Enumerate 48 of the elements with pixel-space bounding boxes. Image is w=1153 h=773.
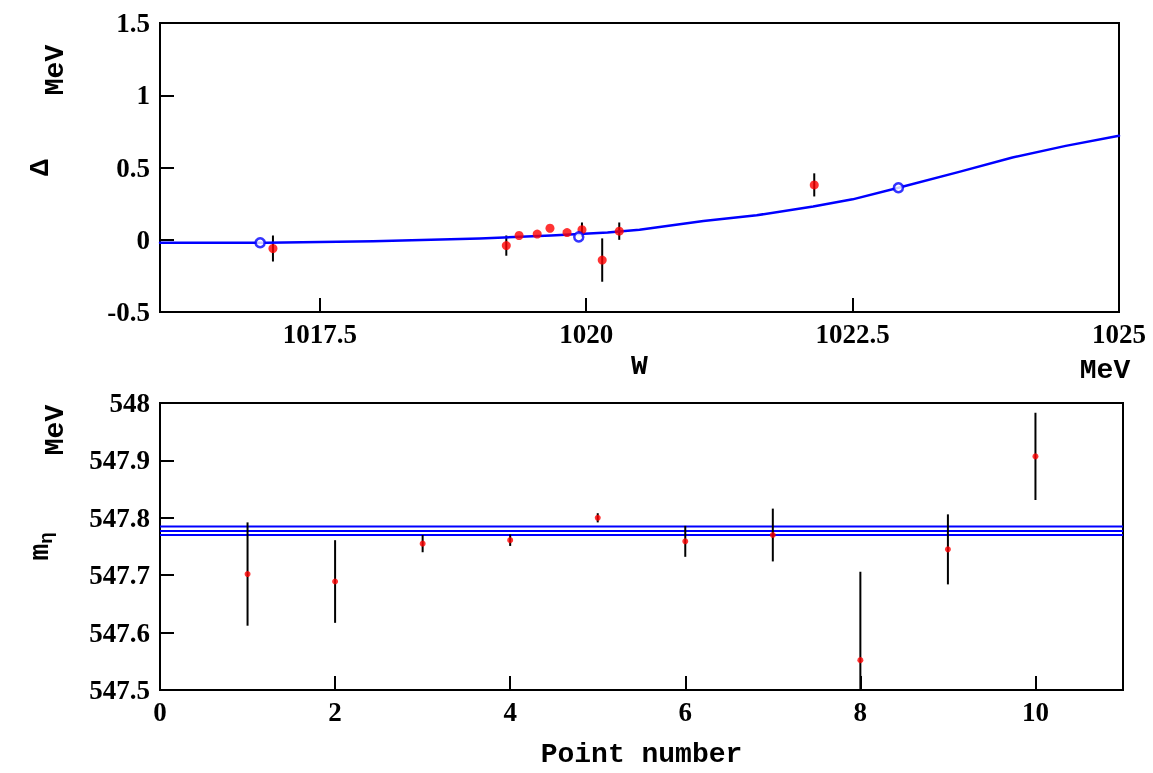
x-tick-label: 10 xyxy=(1021,696,1049,727)
point xyxy=(614,226,624,236)
text: MeV xyxy=(1079,354,1131,386)
y-axis-title: Δ xyxy=(24,158,56,176)
y-tick-label: 548 xyxy=(109,388,150,418)
point xyxy=(507,537,514,544)
point xyxy=(532,229,542,239)
point xyxy=(597,255,607,265)
y-tick-label: 547.8 xyxy=(89,502,150,533)
y-tick-label: 0 xyxy=(136,224,150,255)
point xyxy=(892,182,905,194)
y-tick-label: 547.6 xyxy=(89,617,150,648)
y-tick-label: 1.5 xyxy=(116,8,150,38)
y-tick-label: 547.9 xyxy=(89,445,150,476)
point xyxy=(857,657,864,664)
y-tick-label: 547.5 xyxy=(89,675,150,705)
x-tick-label: 1017.5 xyxy=(282,318,357,349)
x-tick-label: 1025 xyxy=(1092,318,1146,349)
text: MeV xyxy=(39,44,71,96)
x-axis-title: W xyxy=(631,350,649,382)
point xyxy=(562,228,572,238)
point xyxy=(514,230,524,240)
point xyxy=(244,571,251,578)
x-tick-label: 2 xyxy=(328,696,342,727)
y-axis-title: mη xyxy=(24,532,58,561)
y-tick-label: 0.5 xyxy=(116,152,150,183)
point xyxy=(545,223,555,233)
point xyxy=(332,578,339,585)
text: MeV xyxy=(39,404,71,456)
x-tick-label: 1022.5 xyxy=(815,318,890,349)
point xyxy=(769,532,776,539)
point xyxy=(419,540,426,547)
point xyxy=(809,180,819,190)
point xyxy=(573,231,585,243)
x-tick-label: 8 xyxy=(853,696,868,727)
point xyxy=(268,244,278,253)
point xyxy=(501,241,511,251)
point xyxy=(1032,453,1039,460)
x-tick-label: 4 xyxy=(503,696,517,727)
x-axis-title: Point number xyxy=(540,738,743,770)
point xyxy=(254,236,266,249)
y-tick-label: -0.5 xyxy=(107,297,150,328)
y-tick-label: 547.7 xyxy=(89,560,150,591)
point xyxy=(944,546,951,553)
x-tick-label: 1020 xyxy=(559,318,614,349)
point xyxy=(682,538,689,545)
x-tick-label: 6 xyxy=(678,696,693,727)
y-tick-label: 1 xyxy=(136,80,150,111)
